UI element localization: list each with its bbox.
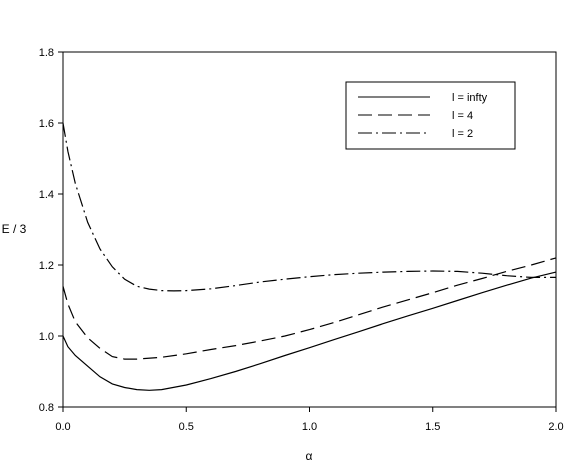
- y-tick-label: 1.2: [39, 260, 54, 272]
- series-line-l-infty: [62, 271, 557, 391]
- x-tick-label: 1.5: [425, 421, 440, 433]
- series-line-l-2: [62, 122, 556, 292]
- x-tick-label: 0.5: [179, 421, 194, 433]
- y-tick-label: 1.8: [39, 47, 54, 59]
- x-tick-label: 1.0: [302, 421, 317, 433]
- series-line-l-4: [62, 257, 557, 360]
- x-axis-title: α: [306, 449, 313, 463]
- legend-box: [345, 81, 516, 150]
- x-axis-ticks: 0.0 0.5 1.0 1.5 2.0: [55, 407, 564, 433]
- x-tick-label: 0.0: [55, 421, 70, 433]
- legend: l = infty l = 4 l = 2: [345, 81, 516, 150]
- x-tick-label: 2.0: [548, 421, 563, 433]
- legend-label-l-2: l = 2: [452, 128, 473, 140]
- legend-label-l-infty: l = infty: [452, 92, 488, 104]
- y-tick-label: 1.4: [39, 189, 54, 201]
- y-axis-ticks: 0.8 1.0 1.2 1.4 1.6 1.8: [39, 47, 63, 414]
- series-layer: [62, 122, 557, 391]
- y-tick-label: 1.0: [39, 331, 54, 343]
- y-axis-title: E / 3: [2, 222, 27, 236]
- y-tick-label: 0.8: [39, 402, 54, 414]
- y-tick-label: 1.6: [39, 118, 54, 130]
- legend-label-l-4: l = 4: [452, 110, 473, 122]
